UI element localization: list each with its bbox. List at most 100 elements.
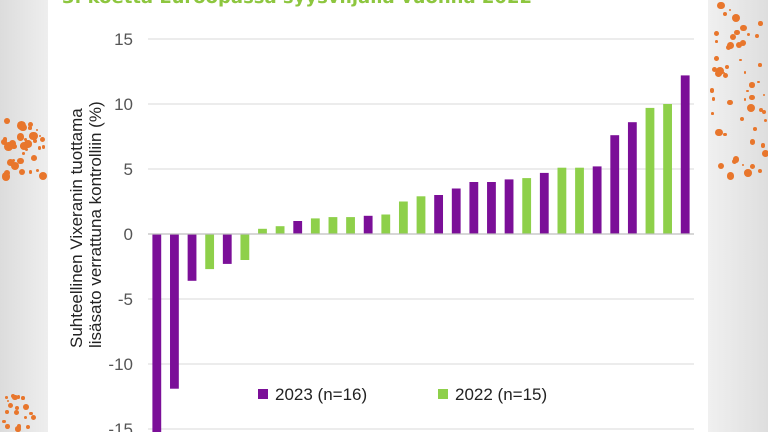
decorative-dot bbox=[746, 89, 749, 93]
decorative-dot bbox=[712, 67, 718, 73]
bar bbox=[187, 234, 197, 281]
bar bbox=[346, 217, 355, 234]
y-tick-label: -5 bbox=[118, 290, 133, 309]
decorative-dot bbox=[714, 30, 720, 37]
bar bbox=[434, 195, 444, 234]
bar bbox=[328, 217, 338, 234]
decorative-dot bbox=[710, 112, 714, 115]
decorative-dot bbox=[1, 138, 8, 145]
decorative-dot bbox=[749, 82, 755, 88]
decorative-dot bbox=[724, 64, 729, 69]
decorative-dot bbox=[9, 140, 16, 147]
decorative-dot bbox=[14, 410, 19, 415]
decorative-dot bbox=[29, 411, 33, 416]
decorative-dot bbox=[12, 394, 18, 401]
bar bbox=[310, 218, 320, 234]
decorative-dot bbox=[23, 403, 30, 410]
decorative-dot bbox=[25, 424, 30, 430]
decorative-dot bbox=[24, 140, 32, 148]
decorative-dot bbox=[731, 158, 738, 165]
decorative-dot bbox=[739, 59, 742, 62]
decorative-dot bbox=[38, 171, 47, 180]
bar bbox=[663, 104, 672, 234]
decorative-dot bbox=[762, 93, 765, 97]
decorative-dot bbox=[749, 139, 756, 145]
decorative-dot bbox=[20, 144, 24, 149]
bar bbox=[152, 234, 162, 432]
decorative-dot bbox=[714, 56, 720, 61]
decorative-dot bbox=[763, 118, 767, 122]
bar bbox=[363, 215, 373, 234]
decorative-dot bbox=[743, 70, 747, 74]
decorative-dot bbox=[760, 143, 766, 148]
decorative-dot bbox=[757, 80, 760, 84]
decorative-dot bbox=[739, 39, 746, 46]
bar bbox=[258, 228, 267, 234]
bar bbox=[522, 178, 532, 234]
decorative-dot bbox=[20, 396, 25, 400]
decorative-dot bbox=[747, 103, 756, 113]
decorative-dot bbox=[749, 94, 755, 100]
decorative-dot bbox=[6, 158, 14, 166]
decorative-dot bbox=[19, 169, 26, 176]
legend-label: 2023 (n=16) bbox=[275, 385, 367, 404]
decorative-dot bbox=[758, 63, 762, 68]
y-tick-label: -15 bbox=[108, 420, 133, 432]
decorative-dot bbox=[722, 72, 726, 75]
left-background bbox=[0, 0, 48, 432]
decorative-dot bbox=[727, 99, 733, 106]
decorative-dot bbox=[17, 157, 24, 165]
decorative-dot bbox=[16, 133, 25, 141]
decorative-dot bbox=[717, 163, 724, 170]
decorative-dot bbox=[5, 173, 9, 178]
y-tick-label: -10 bbox=[108, 355, 133, 374]
decorative-dot bbox=[715, 128, 723, 137]
bar bbox=[487, 182, 496, 234]
bar bbox=[504, 179, 514, 234]
decorative-dot bbox=[762, 150, 768, 157]
bar bbox=[680, 75, 690, 235]
decorative-dot bbox=[28, 170, 33, 174]
bar bbox=[293, 221, 303, 234]
bar bbox=[222, 234, 232, 264]
decorative-dot bbox=[735, 42, 742, 49]
bar bbox=[469, 182, 479, 234]
decorative-dot bbox=[726, 44, 732, 51]
decorative-dot bbox=[731, 14, 740, 23]
decorative-dot bbox=[715, 67, 724, 76]
bar bbox=[381, 214, 391, 234]
decorative-dot bbox=[727, 172, 735, 180]
decorative-dot bbox=[5, 396, 8, 399]
bar bbox=[398, 201, 408, 234]
decorative-dot bbox=[741, 163, 744, 166]
decorative-dot bbox=[37, 146, 42, 151]
decorative-dot bbox=[5, 424, 10, 429]
decorative-dot bbox=[723, 11, 728, 17]
decorative-dot bbox=[729, 34, 737, 41]
decorative-dot bbox=[709, 87, 715, 93]
decorative-dot bbox=[761, 109, 766, 114]
decorative-dot bbox=[758, 107, 764, 113]
decorative-dot bbox=[744, 98, 747, 101]
decorative-dot bbox=[32, 138, 38, 144]
bar bbox=[610, 135, 620, 234]
decorative-dot bbox=[717, 1, 725, 10]
y-tick-label: 5 bbox=[124, 160, 133, 179]
decorative-dot bbox=[27, 121, 34, 128]
decorative-dot bbox=[734, 29, 740, 35]
decorative-dot bbox=[31, 414, 37, 420]
bar bbox=[645, 107, 655, 234]
decorative-dot bbox=[8, 402, 14, 408]
y-tick-label: 10 bbox=[114, 95, 133, 114]
decorative-dot bbox=[722, 72, 729, 78]
y-tick-label: 0 bbox=[124, 225, 133, 244]
bar bbox=[451, 188, 461, 234]
bar bbox=[170, 234, 179, 389]
bar bbox=[575, 167, 584, 234]
decorative-dot bbox=[728, 8, 732, 11]
decorative-dot bbox=[35, 169, 39, 173]
decorative-dot bbox=[41, 144, 46, 149]
decorative-dot bbox=[758, 21, 763, 26]
bar bbox=[557, 167, 567, 234]
